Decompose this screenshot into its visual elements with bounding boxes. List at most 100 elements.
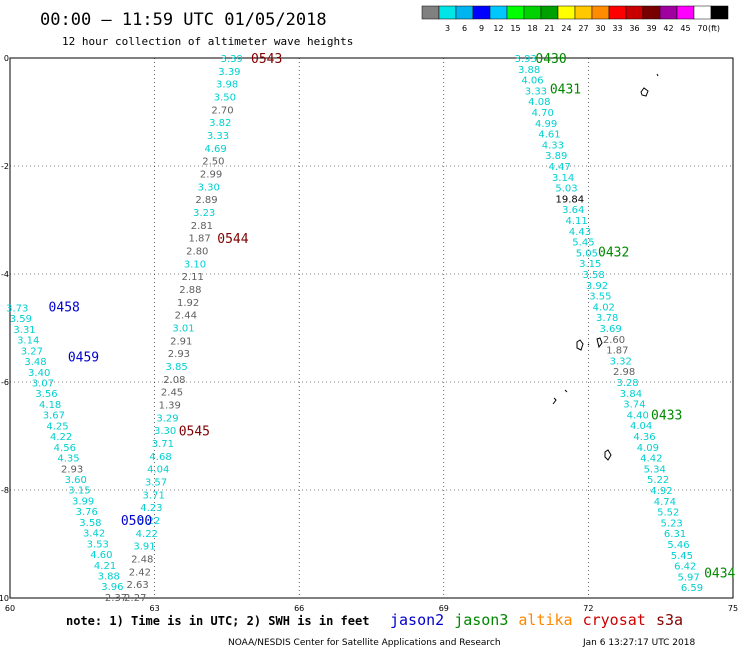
- jason3-wave-height: 3.15: [579, 259, 601, 270]
- x-tick-label: 69: [439, 604, 449, 613]
- legend-label: 42: [663, 24, 673, 33]
- jason2-wave-height: 2.37: [105, 593, 127, 604]
- jason3-wave-height: 4.47: [549, 162, 571, 173]
- cryosat-wave-height: 3.33: [207, 131, 229, 142]
- legend-swatch: [557, 5, 576, 20]
- legend-label: 27: [578, 24, 588, 33]
- jason3-wave-height: 1.87: [606, 346, 628, 357]
- pass-time-label: 0431: [550, 82, 581, 97]
- jason2-wave-height: 2.93: [61, 464, 83, 475]
- cryosat-wave-height: 3.39: [221, 54, 243, 65]
- footer-note: note: 1) Time is in UTC; 2) SWH is in fe…: [66, 614, 369, 628]
- jason3-wave-height: 4.09: [637, 443, 659, 454]
- cryosat-wave-height: 1.39: [159, 400, 181, 411]
- jason3-wave-height: 2.60: [603, 335, 625, 346]
- cryosat-wave-height: 2.42: [129, 567, 151, 578]
- cryosat-wave-height: 2.11: [182, 272, 204, 283]
- x-tick-label: 60: [5, 604, 15, 613]
- legend-swatch: [659, 5, 678, 20]
- cryosat-wave-height: 2.27: [124, 593, 146, 604]
- pass-time-label: 0545: [179, 425, 210, 440]
- jason3-wave-height: 6.31: [664, 529, 686, 540]
- jason3-wave-height: 5.45: [671, 551, 693, 562]
- jason3-wave-height: 4.36: [633, 432, 655, 443]
- jason3-wave-height: 5.45: [572, 238, 594, 249]
- legend-swatch: [489, 5, 508, 20]
- grid-lines: [10, 58, 733, 598]
- cryosat-wave-height: 4.22: [136, 529, 158, 540]
- legend-label: 3: [445, 24, 450, 33]
- legend-label: 12: [493, 24, 503, 33]
- legend-label: 6: [462, 24, 467, 33]
- y-tick-label: -4: [1, 270, 9, 279]
- jason2-wave-height: 3.76: [76, 507, 98, 518]
- jason3-wave-height: 3.69: [599, 324, 621, 335]
- legend-label: 33: [612, 24, 622, 33]
- jason3-wave-height: 3.28: [616, 378, 638, 389]
- jason3-wave-height: 3.32: [610, 356, 632, 367]
- satellite-name: altika: [518, 611, 572, 629]
- legend-label: 15: [510, 24, 520, 33]
- cryosat-wave-height: 4.68: [149, 452, 171, 463]
- cryosat-wave-height: 3.71: [143, 490, 165, 501]
- jason3-wave-height: 5.22: [647, 475, 669, 486]
- jason3-wave-height: 4.42: [640, 454, 662, 465]
- pass-time-label: 0500: [121, 514, 152, 529]
- jason3-wave-height: 4.04: [630, 421, 652, 432]
- island-shapes: [552, 73, 659, 461]
- pass-time-label: 0430: [535, 52, 566, 67]
- jason3-wave-height: 3.33: [525, 86, 547, 97]
- pass-time-label: 0459: [68, 351, 99, 366]
- pass-time-label: 0434: [704, 567, 735, 582]
- cryosat-wave-height: 1.92: [177, 298, 199, 309]
- pass-time-labels: 0543 0544 0545 0458 0459 0500 0430 0431 0432 0433…: [49, 52, 736, 582]
- legend-label: 45: [680, 24, 690, 33]
- jason3-wave-height: 5.34: [644, 464, 666, 475]
- jason3-wave-height: 4.43: [569, 227, 591, 238]
- legend-label: 39: [646, 24, 656, 33]
- jason2-wave-height: 3.15: [68, 486, 90, 497]
- cryosat-wave-height: 3.57: [145, 477, 167, 488]
- jason2-wave-height: 3.14: [17, 336, 39, 347]
- cryosat-wave-height: 3.01: [172, 323, 194, 334]
- jason2-wave-height: 3.31: [13, 325, 35, 336]
- jason2-wave-height: 3.96: [101, 582, 123, 593]
- jason3-wave-height: 3.64: [562, 205, 584, 216]
- cryosat-wave-height: 3.98: [216, 80, 238, 91]
- cryosat-wave-height: 3.50: [214, 92, 236, 103]
- legend-label: 70: [697, 24, 707, 33]
- jason2-wave-height: 4.56: [54, 443, 76, 454]
- legend-swatch: [591, 5, 610, 20]
- legend-swatch: [421, 5, 440, 20]
- jason2-wave-height: 4.21: [94, 561, 116, 572]
- jason3-wave-height: 2.98: [613, 367, 635, 378]
- cryosat-wave-height: 2.88: [179, 285, 201, 296]
- legend-swatch: [693, 5, 712, 20]
- legend-swatch: [455, 5, 474, 20]
- satellite-name: cryosat: [583, 611, 646, 629]
- jason3-wave-height: 5.46: [667, 540, 689, 551]
- legend-label: 18: [527, 24, 537, 33]
- legend-swatch: [472, 5, 491, 20]
- jason2-wave-height: 4.22: [50, 432, 72, 443]
- cryosat-wave-height: 3.82: [209, 118, 231, 129]
- jason3-wave-height: 6.42: [674, 562, 696, 573]
- jason3-wave-height: 3.93: [515, 54, 537, 65]
- jason3-wave-height: 4.74: [654, 497, 676, 508]
- cryosat-wave-height: 3.29: [156, 413, 178, 424]
- y-tick-label: 0: [4, 54, 9, 63]
- y-tick-label: -2: [1, 162, 9, 171]
- x-tick-label: 75: [728, 604, 738, 613]
- jason3-wave-height: 4.33: [542, 140, 564, 151]
- cryosat-wave-height: 2.48: [131, 554, 153, 565]
- pass-time-label: 0432: [598, 245, 629, 260]
- y-tick-label: -10: [0, 594, 9, 603]
- cryosat-wave-height: 2.99: [200, 169, 222, 180]
- jason3-wave-height: 3.84: [620, 389, 642, 400]
- x-tick-label: 72: [583, 604, 593, 613]
- cryosat-wave-height: 2.63: [126, 580, 148, 591]
- jason3-wave-height: 4.06: [521, 76, 543, 87]
- jason3-wave-height: 19.84: [556, 194, 585, 205]
- cryosat-wave-height: 2.80: [186, 246, 208, 257]
- chart-title: 00:00 – 11:59 UTC 01/05/2018: [40, 10, 327, 30]
